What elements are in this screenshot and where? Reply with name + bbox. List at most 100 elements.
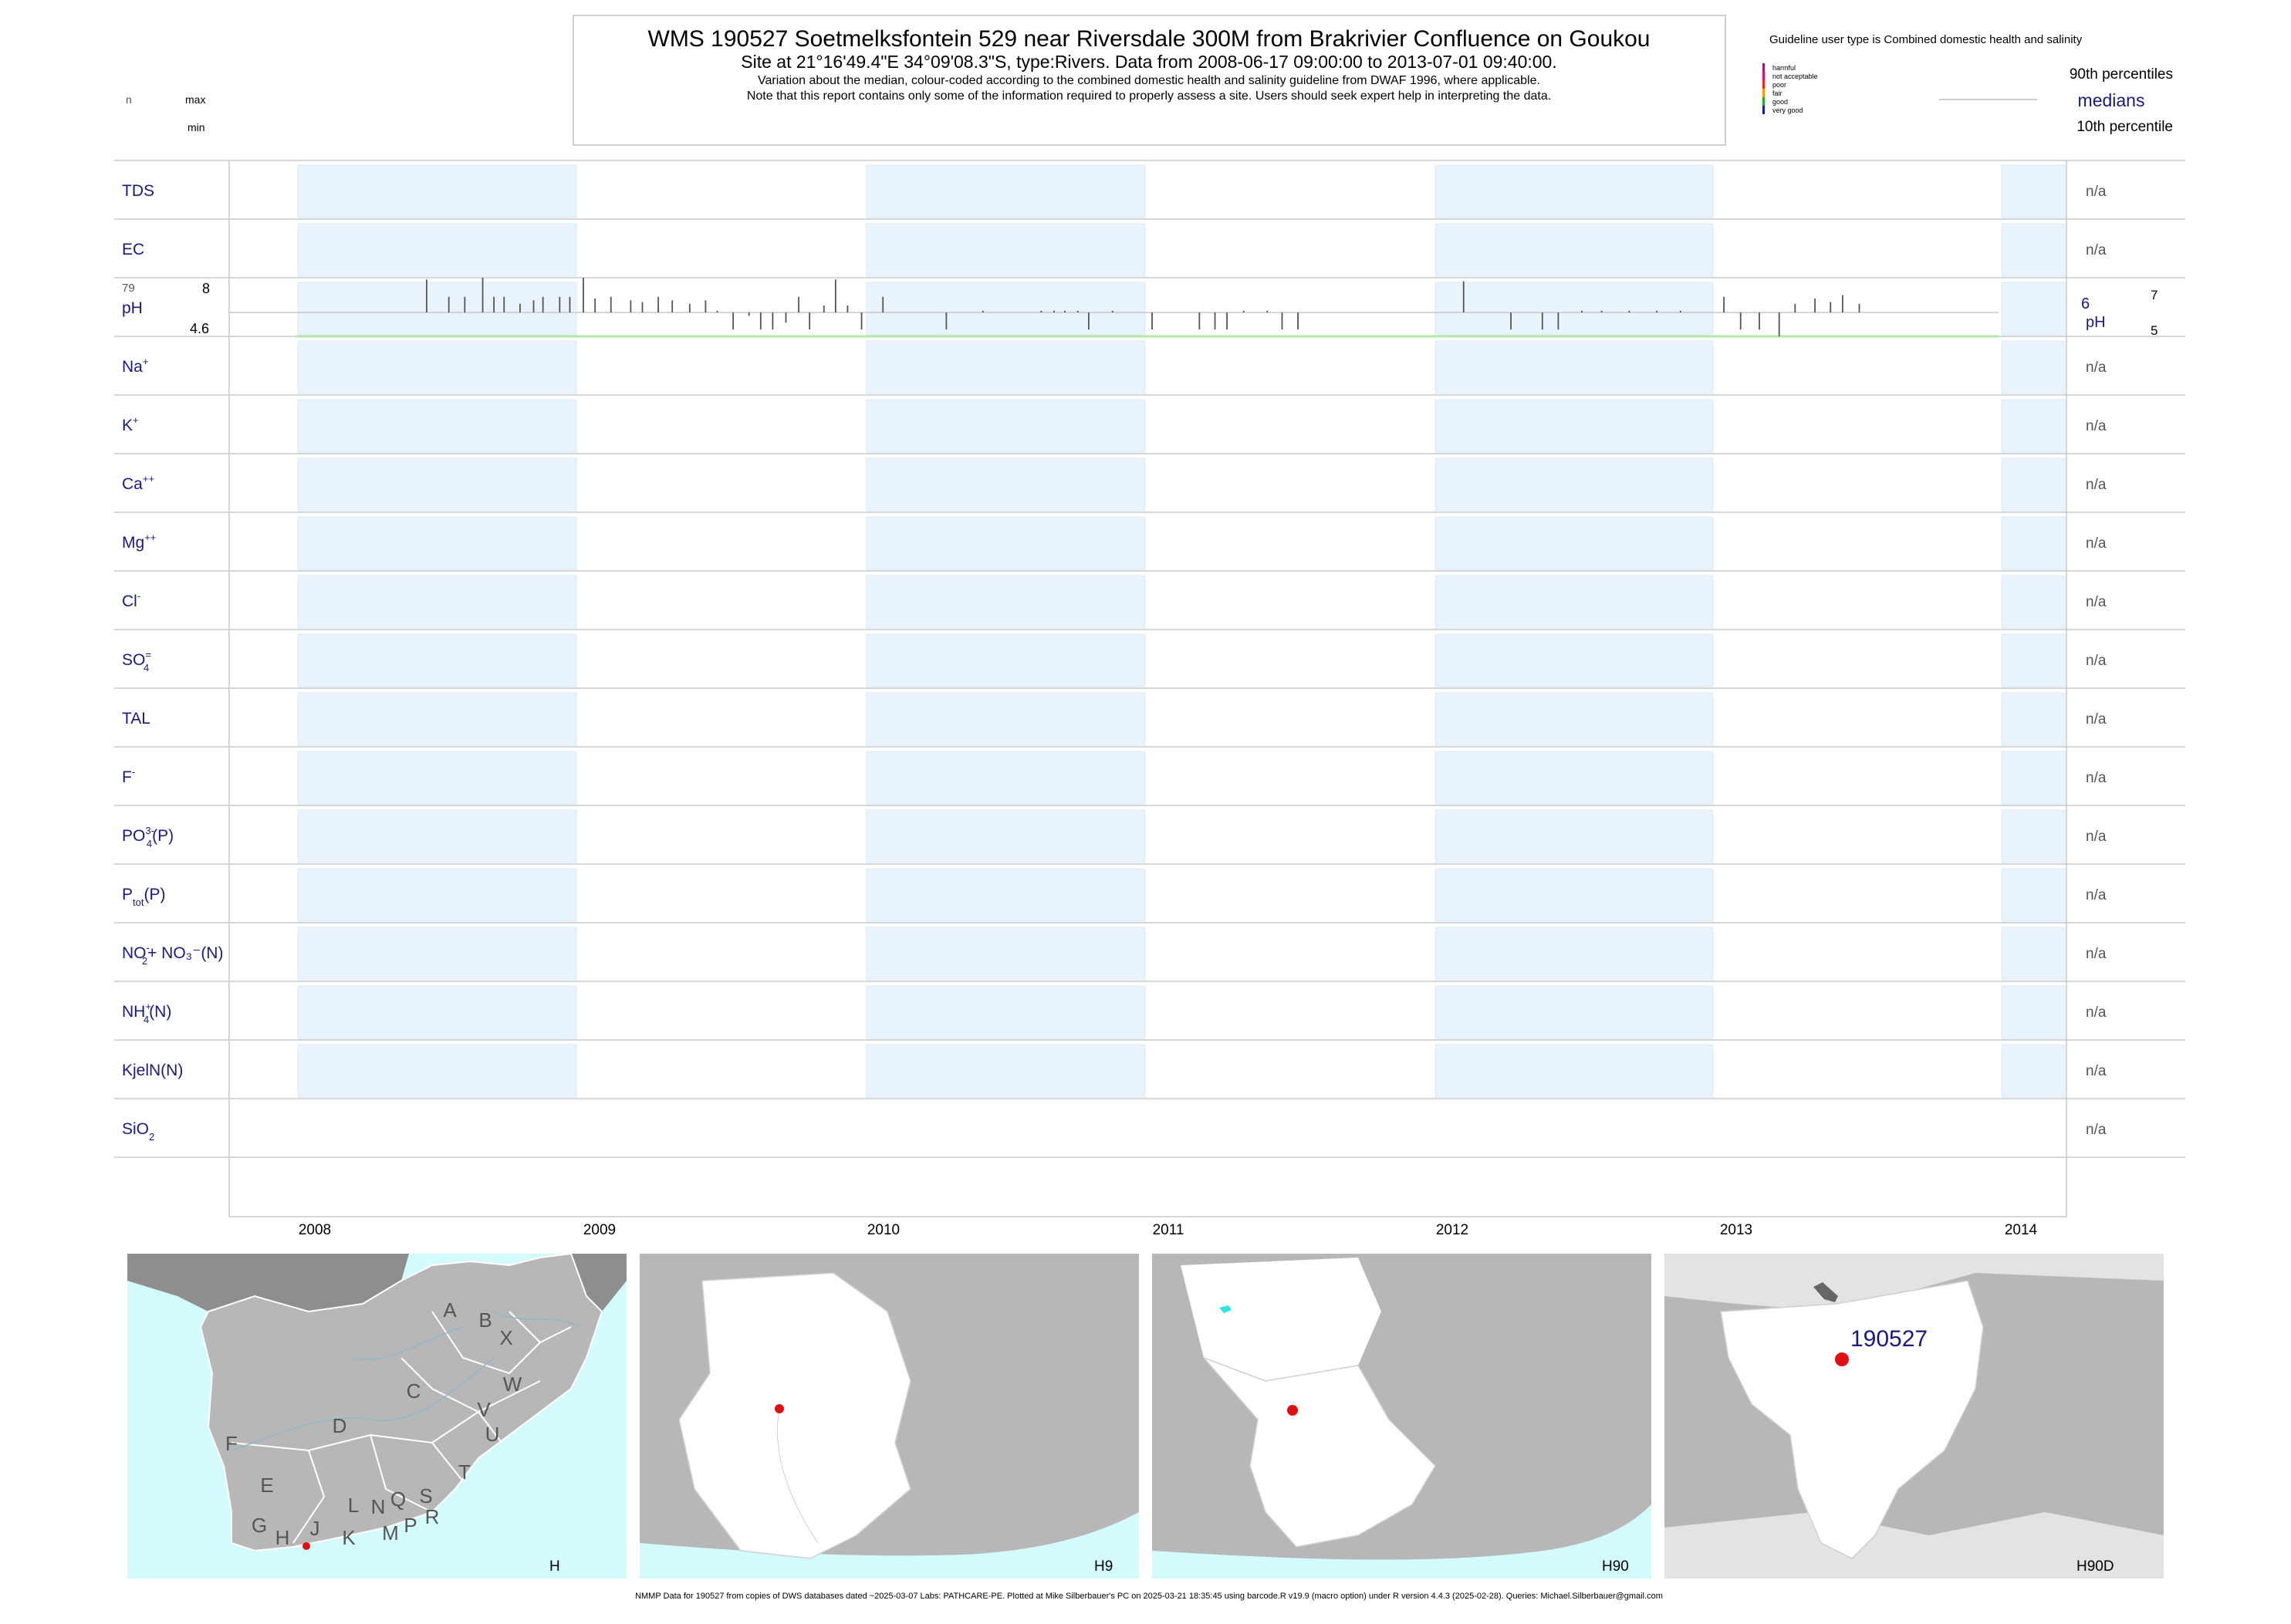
parameter-subscript: tot — [133, 896, 144, 908]
region-letter: J — [310, 1517, 320, 1540]
map-corner-label: H9 — [1094, 1558, 1113, 1575]
year-band — [2001, 282, 2066, 336]
year-band — [1434, 164, 1714, 218]
x-tick-label: 2011 — [1153, 1222, 1184, 1238]
ph-max-label: 8 — [202, 281, 210, 296]
legend-medians-label: medians — [2078, 90, 2145, 110]
year-band — [1434, 633, 1714, 687]
year-band — [2001, 340, 2066, 394]
year-band — [2001, 985, 2066, 1039]
year-band — [1434, 282, 1714, 336]
year-band — [297, 340, 577, 394]
parameter-status: n/a — [2086, 594, 2107, 610]
report-note-1: Variation about the median, colour-coded… — [758, 74, 1540, 87]
report-title: WMS 190527 Soetmelksfontein 529 near Riv… — [648, 26, 1651, 52]
parameter-label: EC — [122, 241, 144, 258]
year-band — [866, 516, 1146, 570]
parameter-status: n/a — [2086, 184, 2107, 200]
guideline-class-swatch — [1762, 63, 1765, 72]
drainage-region-letters: A BXW C VU D T FE L N Q SR GH J K M P — [225, 1298, 522, 1549]
year-band — [297, 809, 577, 863]
region-letter: K — [342, 1526, 356, 1549]
year-band — [866, 809, 1146, 863]
guideline-class-swatch — [1762, 80, 1765, 89]
year-band — [2001, 633, 2066, 687]
parameter-superscript: - — [147, 942, 150, 954]
ph-bars — [426, 278, 1860, 336]
parameter-label: NH+ 4(N) — [122, 1001, 171, 1025]
region-letter: V — [477, 1398, 491, 1421]
parameter-subscript: 2 — [142, 955, 147, 967]
parameter-suffix: + NO₃⁻(N) — [147, 944, 223, 962]
parameter-name: Na — [122, 358, 143, 376]
parameter-superscript: - — [137, 590, 140, 602]
region-letter: W — [503, 1372, 522, 1396]
parameter-name: pH — [122, 299, 143, 317]
year-band — [297, 692, 577, 746]
guideline-class-label: poor — [1772, 81, 1786, 89]
map-sea — [1152, 1504, 1651, 1578]
year-band — [297, 868, 577, 922]
site-id-label: 190527 — [1850, 1326, 1928, 1352]
parameter-name: F — [122, 768, 132, 786]
map-corner-label: H — [549, 1558, 560, 1575]
parameter-name: K — [122, 417, 133, 434]
year-band — [1434, 751, 1714, 805]
region-letter: N — [371, 1495, 386, 1518]
year-band — [297, 633, 577, 687]
map-river — [777, 1408, 819, 1544]
year-band — [2001, 1044, 2066, 1098]
parameter-label: Ca++ — [122, 473, 154, 493]
report-note-2: Note that this report contains only some… — [747, 89, 1551, 103]
footer-note: NMMP Data for 190527 from copies of DWS … — [635, 1592, 1663, 1601]
parameter-label: Cl- — [122, 590, 140, 610]
year-band — [866, 751, 1146, 805]
region-letter: U — [485, 1423, 500, 1446]
parameter-status: n/a — [2086, 360, 2107, 376]
region-letter: Q — [390, 1487, 406, 1511]
year-band — [866, 692, 1146, 746]
map-corner-label: H90 — [1602, 1558, 1629, 1575]
year-band — [297, 927, 577, 981]
region-letter: S — [419, 1484, 432, 1508]
year-band — [2001, 399, 2066, 453]
parameter-status: n/a — [2086, 1122, 2107, 1138]
year-band — [297, 282, 577, 336]
parameter-superscript: ++ — [144, 532, 156, 543]
year-bands — [297, 164, 2066, 1098]
parameter-label: Ptot(P) — [122, 886, 165, 908]
map-land-east — [571, 1254, 627, 1312]
map-lower-area — [1664, 1512, 2164, 1578]
parameter-name: SO — [122, 651, 145, 669]
parameter-superscript: ++ — [143, 473, 154, 484]
x-tick-label: 2013 — [1720, 1222, 1752, 1238]
year-band — [1434, 868, 1714, 922]
map-land-dark — [127, 1254, 409, 1312]
region-letter: R — [425, 1505, 440, 1528]
guideline-class-label: harmful — [1772, 64, 1796, 72]
year-band — [1434, 809, 1714, 863]
parameter-name: Ca — [122, 475, 143, 493]
ph-right-unit-label: pH — [2086, 314, 2106, 331]
map-h90: H90 — [1152, 1254, 1651, 1578]
year-band — [1434, 457, 1714, 512]
year-band — [2001, 575, 2066, 629]
region-letter: H — [275, 1526, 290, 1549]
parameter-label: PO3- 4(P) — [122, 825, 174, 849]
parameter-label: Na+ — [122, 356, 148, 376]
year-band — [2001, 927, 2066, 981]
map-catchment — [678, 1272, 911, 1559]
year-band — [2001, 516, 2066, 570]
region-letter: A — [443, 1298, 457, 1322]
region-letter: L — [348, 1494, 359, 1517]
parameter-label: Mg++ — [122, 532, 156, 552]
year-band — [297, 457, 577, 512]
guideline-class-swatch — [1762, 72, 1765, 80]
x-tick-label: 2012 — [1436, 1222, 1468, 1238]
parameter-status: n/a — [2086, 887, 2107, 903]
map-catchment-upper — [1181, 1258, 1381, 1381]
legend-p10-label: 10th percentile — [2076, 119, 2173, 135]
